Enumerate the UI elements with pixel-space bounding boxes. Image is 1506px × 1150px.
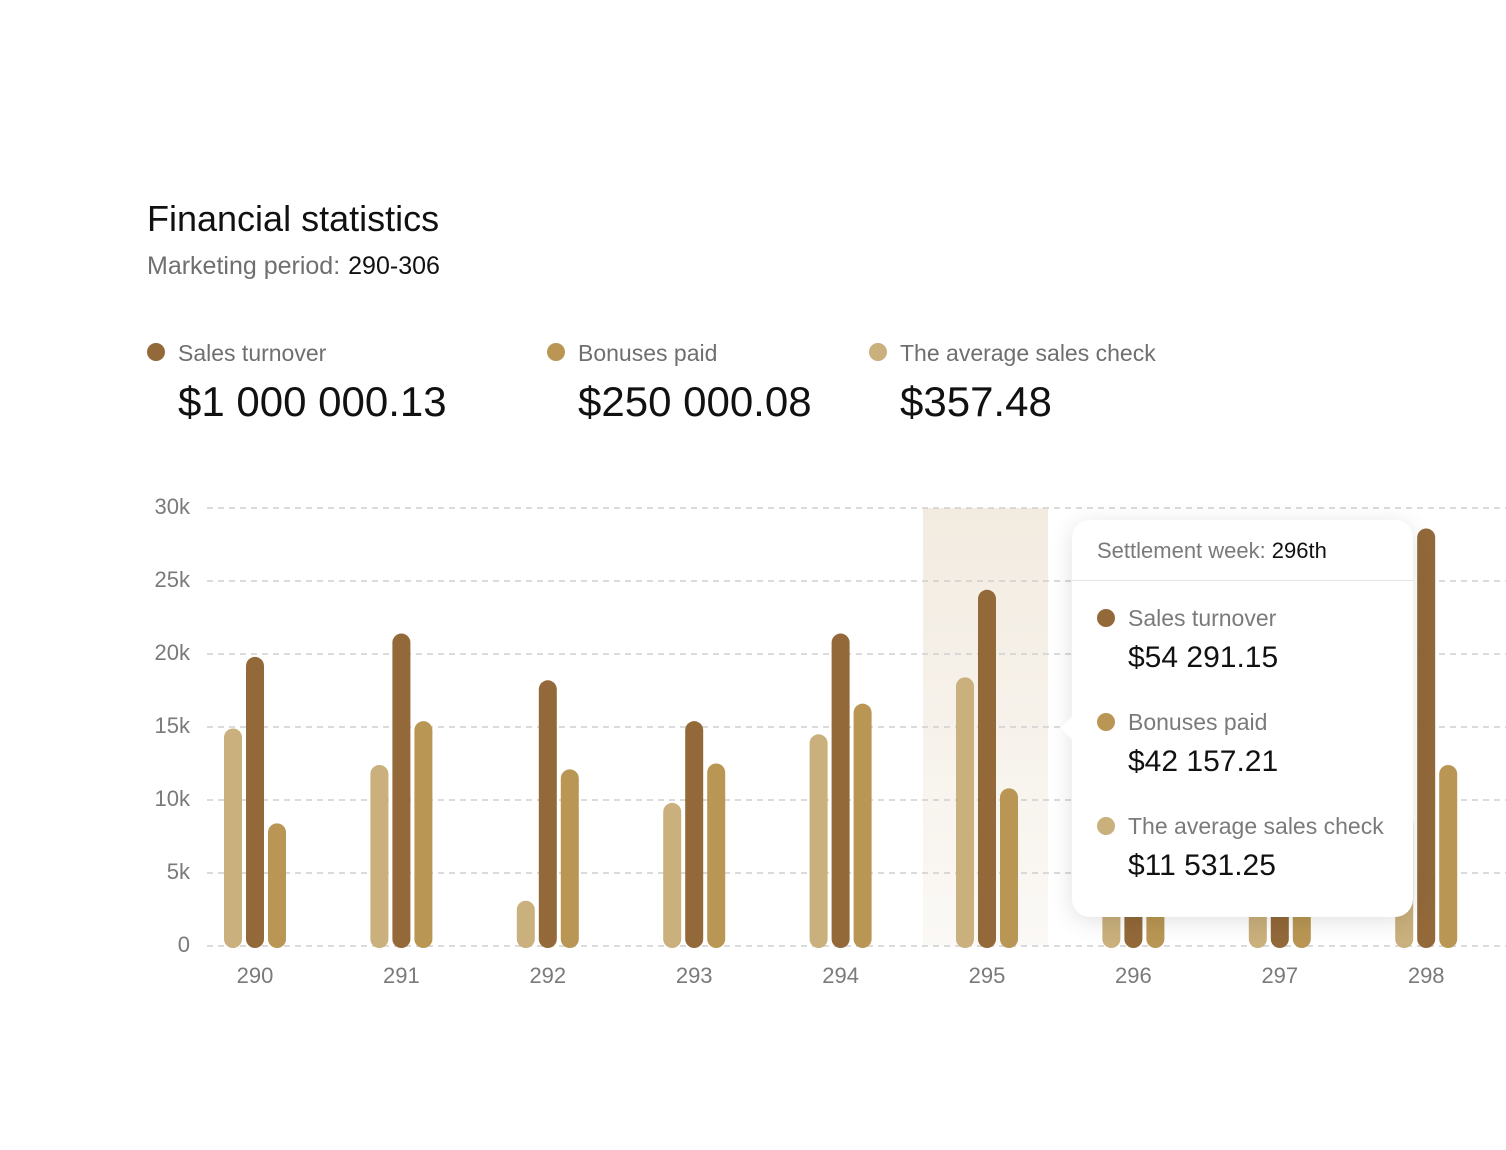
- tooltip-value: $42 157.21: [1128, 745, 1279, 778]
- period-label: Marketing period:: [147, 252, 341, 280]
- y-tick-label: 0: [178, 932, 190, 957]
- tooltip-label: Settlement week:: [1097, 538, 1266, 563]
- title: Financial statistics: [147, 198, 440, 239]
- tooltip: Settlement week: 296th Sales turnover $54…: [1060, 520, 1413, 917]
- bar: [1417, 528, 1436, 948]
- x-tick-label: 294: [822, 963, 859, 988]
- bar: [370, 764, 389, 948]
- stat-value: $1 000 000.13: [178, 378, 447, 425]
- bar: [663, 802, 682, 948]
- bar: [956, 677, 974, 948]
- y-tick-label: 20k: [155, 640, 191, 665]
- x-tick-label: 293: [676, 963, 713, 988]
- tooltip-header: Settlement week: 296th: [1097, 538, 1327, 564]
- tooltip-week: 296th: [1271, 538, 1327, 563]
- tooltip-name: The average sales check: [1128, 813, 1384, 839]
- y-tick-label: 30k: [155, 494, 191, 519]
- y-tick-label: 15k: [155, 713, 191, 738]
- subtitle: Marketing period: 290-306: [147, 252, 440, 281]
- stat-name: Bonuses paid: [578, 340, 718, 366]
- tooltip-dot: [1097, 713, 1115, 731]
- legend-dot: [547, 343, 565, 361]
- bar: [978, 589, 996, 948]
- tooltip-dot: [1097, 817, 1115, 835]
- bar: [268, 823, 286, 948]
- x-tick-label: 297: [1261, 963, 1298, 988]
- bar: [707, 763, 726, 948]
- y-tick-label: 5k: [167, 859, 191, 884]
- tooltip-name: Bonuses paid: [1128, 709, 1268, 735]
- bar: [831, 633, 850, 948]
- bar: [685, 721, 704, 948]
- divider: [1072, 580, 1413, 581]
- x-tick-label: 292: [529, 963, 566, 988]
- bar: [1439, 764, 1458, 948]
- bar: [538, 680, 557, 948]
- stat-name: The average sales check: [900, 340, 1156, 366]
- tooltip-dot: [1097, 609, 1115, 627]
- y-tick-label: 10k: [155, 786, 191, 811]
- stat-name: Sales turnover: [178, 340, 327, 366]
- y-tick-label: 25k: [155, 567, 191, 592]
- x-tick-label: 290: [237, 963, 274, 988]
- x-tick-label: 298: [1408, 963, 1445, 988]
- x-tick-label: 291: [383, 963, 420, 988]
- bar: [224, 728, 242, 948]
- bar: [516, 900, 535, 948]
- period-value: 290-306: [348, 252, 440, 280]
- stat-value: $357.48: [900, 378, 1052, 425]
- bar: [392, 633, 411, 948]
- tooltip-name: Sales turnover: [1128, 605, 1277, 631]
- bar: [246, 656, 264, 948]
- tooltip-value: $11 531.25: [1128, 849, 1276, 882]
- x-tick-label: 296: [1115, 963, 1152, 988]
- bar: [809, 734, 828, 948]
- bar: [1000, 788, 1018, 948]
- tooltip-value: $54 291.15: [1128, 641, 1279, 674]
- bar: [560, 769, 579, 948]
- legend-dot: [869, 343, 887, 361]
- x-tick-label: 295: [969, 963, 1006, 988]
- stat-value: $250 000.08: [578, 378, 812, 425]
- legend-dot: [147, 343, 165, 361]
- bar: [853, 703, 872, 948]
- bar: [414, 721, 433, 948]
